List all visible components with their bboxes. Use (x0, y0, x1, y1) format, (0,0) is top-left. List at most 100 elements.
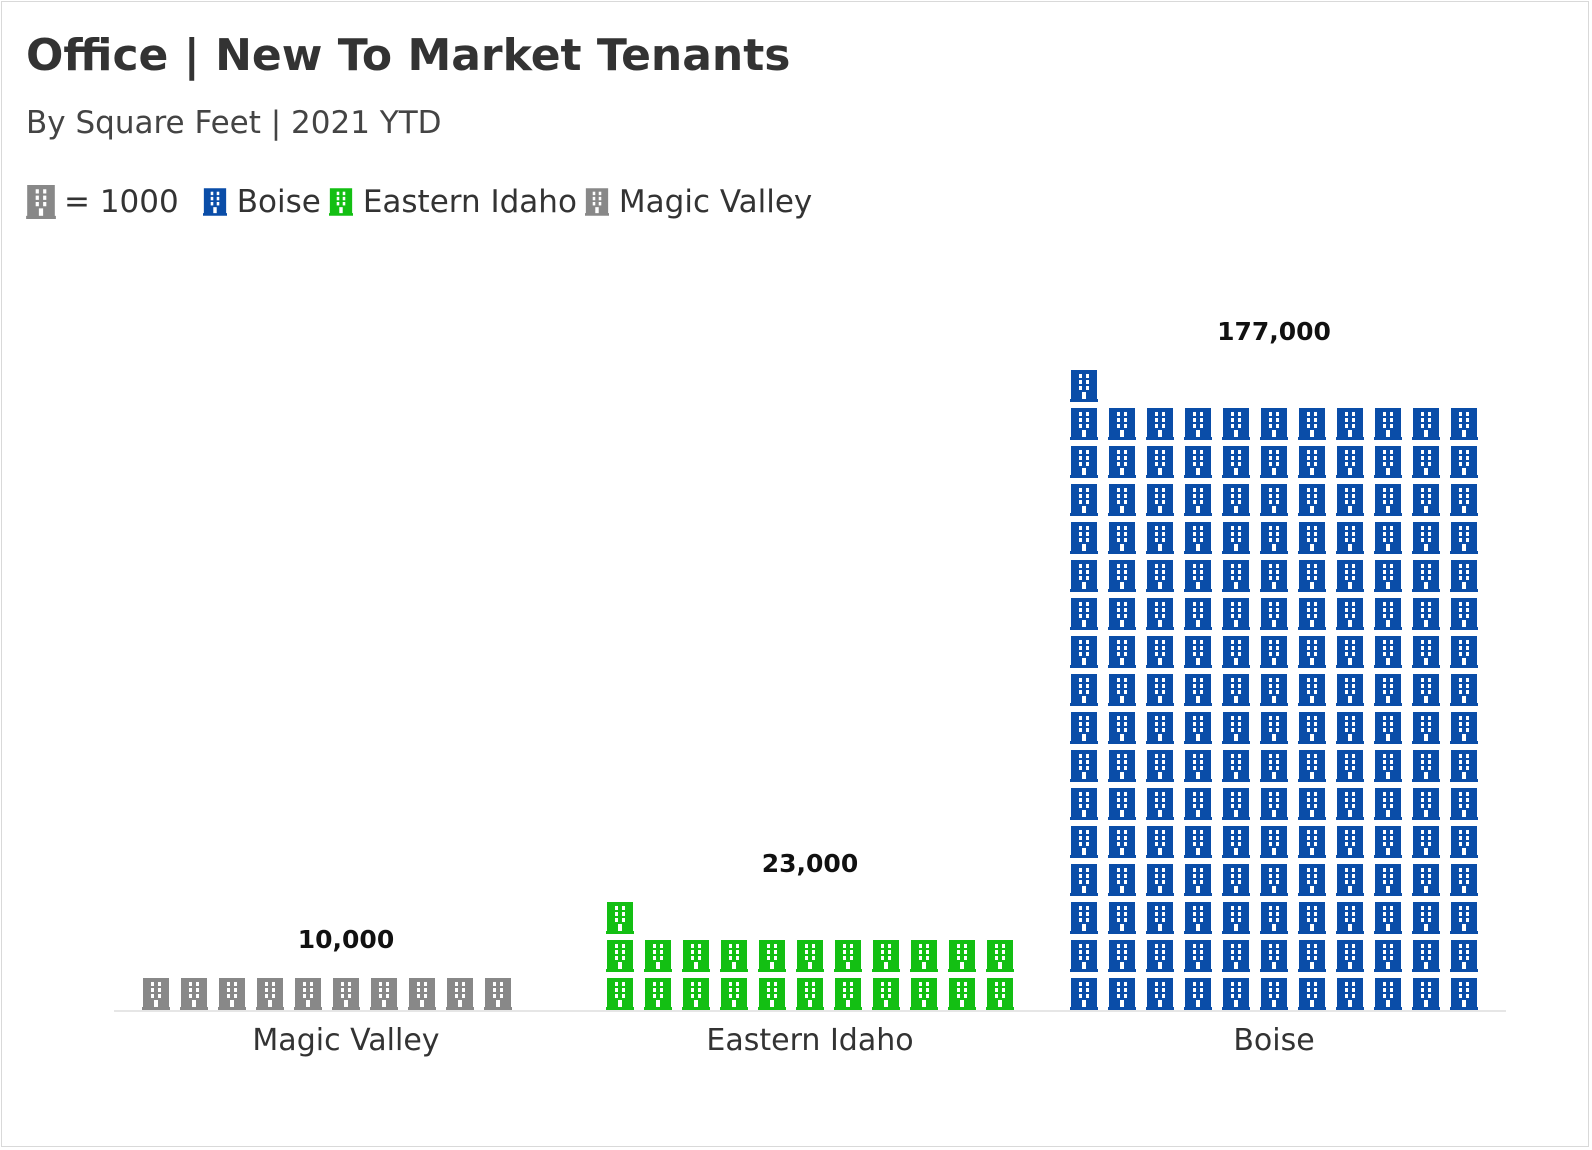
building-icon (1108, 674, 1136, 706)
building-icon (1108, 446, 1136, 478)
building-icon (1412, 826, 1440, 858)
data-label-eastern-idaho: 23,000 (762, 849, 858, 878)
building-icon (1222, 712, 1250, 744)
building-icon (1336, 978, 1364, 1010)
building-icon (202, 188, 227, 216)
building-icon (1298, 788, 1326, 820)
building-icon (1108, 864, 1136, 896)
building-icon (682, 940, 710, 972)
building-icon (1070, 598, 1098, 630)
x-tick-label-eastern-idaho: Eastern Idaho (706, 1023, 913, 1058)
building-icon (1184, 788, 1212, 820)
building-icon (1260, 674, 1288, 706)
building-icon (1298, 940, 1326, 972)
building-icon (1374, 636, 1402, 668)
building-icon (256, 978, 284, 1010)
building-icon (1108, 522, 1136, 554)
building-icon (1184, 560, 1212, 592)
building-icon (1222, 446, 1250, 478)
building-icon (1412, 940, 1440, 972)
building-icon (1336, 408, 1364, 440)
building-icon (1298, 826, 1326, 858)
building-icon (1184, 864, 1212, 896)
building-icon (408, 978, 436, 1010)
building-icon (1450, 522, 1478, 554)
building-icon (1222, 978, 1250, 1010)
building-icon (796, 940, 824, 972)
building-icon (1336, 674, 1364, 706)
building-icon (1298, 636, 1326, 668)
data-label-boise: 177,000 (1217, 317, 1331, 346)
x-tick-label-magic-valley: Magic Valley (252, 1023, 439, 1058)
building-icon (1450, 598, 1478, 630)
building-icon (1070, 826, 1098, 858)
building-icon (1222, 522, 1250, 554)
building-icon (1184, 712, 1212, 744)
building-icon (834, 940, 862, 972)
building-icon (1108, 598, 1136, 630)
bar-magic-valley (142, 978, 512, 1010)
building-icon (1108, 408, 1136, 440)
building-icon (644, 978, 672, 1010)
building-icon (1450, 902, 1478, 934)
building-icon (1222, 560, 1250, 592)
building-icon (1260, 446, 1288, 478)
building-icon (1184, 446, 1212, 478)
building-icon (1412, 978, 1440, 1010)
building-icon (1070, 788, 1098, 820)
building-icon (1298, 712, 1326, 744)
building-icon (682, 978, 710, 1010)
building-icon (910, 940, 938, 972)
building-icon (834, 978, 862, 1010)
building-icon (606, 940, 634, 972)
building-icon (1184, 902, 1212, 934)
building-icon (606, 978, 634, 1010)
building-icon (1222, 826, 1250, 858)
building-icon (1260, 598, 1288, 630)
building-icon (1070, 674, 1098, 706)
building-icon (1108, 560, 1136, 592)
building-icon (294, 978, 322, 1010)
building-icon (1374, 978, 1402, 1010)
legend-entry-magic-valley: Magic Valley (584, 184, 812, 220)
building-icon (1070, 864, 1098, 896)
building-icon (1298, 978, 1326, 1010)
building-icon (1374, 408, 1402, 440)
building-icon (1184, 408, 1212, 440)
building-icon (1450, 674, 1478, 706)
building-icon (1412, 788, 1440, 820)
data-label-magic-valley: 10,000 (298, 925, 394, 954)
building-icon (1298, 522, 1326, 554)
building-icon (1222, 940, 1250, 972)
building-icon (1260, 408, 1288, 440)
building-icon (1184, 750, 1212, 782)
building-icon (1070, 408, 1098, 440)
building-icon (1146, 750, 1174, 782)
building-icon (1298, 902, 1326, 934)
building-icon (1146, 560, 1174, 592)
building-icon (1146, 598, 1174, 630)
building-icon (1450, 636, 1478, 668)
building-icon (720, 978, 748, 1010)
legend: = 1000 Boise Eastern Idaho Magic Valley (26, 182, 812, 222)
building-icon (1222, 788, 1250, 820)
building-icon (1260, 636, 1288, 668)
building-icon (1070, 902, 1098, 934)
building-icon (948, 978, 976, 1010)
building-icon (1070, 750, 1098, 782)
building-icon (484, 978, 512, 1010)
chart-subtitle: By Square Feet | 2021 YTD (26, 105, 442, 141)
building-icon (1374, 826, 1402, 858)
building-icon (1260, 864, 1288, 896)
building-icon (1108, 636, 1136, 668)
building-icon (1184, 484, 1212, 516)
building-icon (1070, 978, 1098, 1010)
building-icon (1108, 978, 1136, 1010)
building-icon (1070, 940, 1098, 972)
building-icon (1450, 750, 1478, 782)
building-icon (1450, 560, 1478, 592)
building-icon (1260, 940, 1288, 972)
building-icon (1336, 484, 1364, 516)
building-icon (1336, 560, 1364, 592)
